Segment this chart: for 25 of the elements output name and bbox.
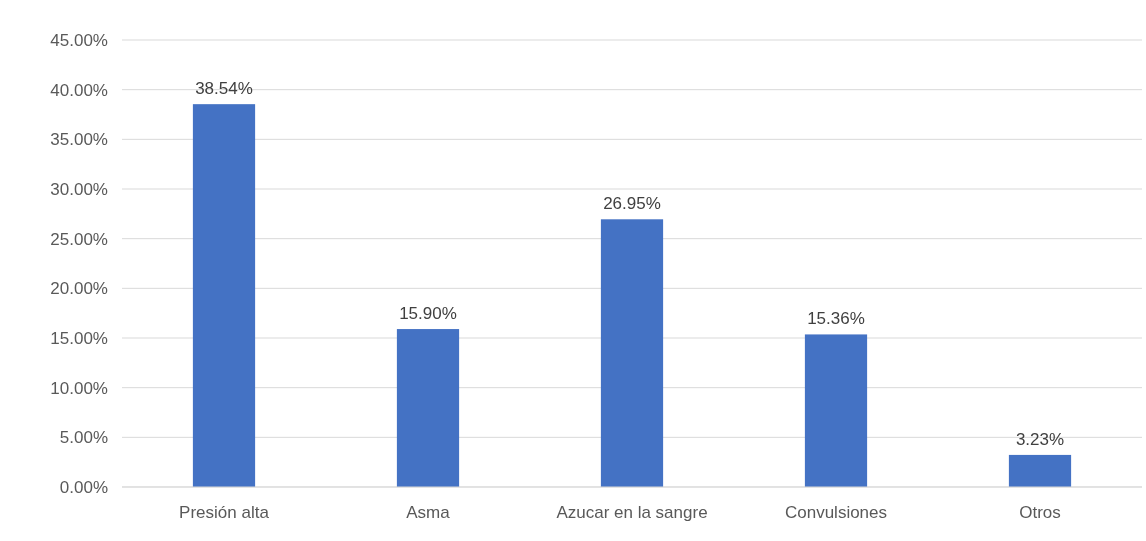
x-tick-label: Otros xyxy=(1019,503,1061,522)
y-tick-label: 35.00% xyxy=(50,130,108,150)
data-label: 15.36% xyxy=(807,309,865,329)
y-tick-label: 5.00% xyxy=(59,428,108,448)
data-label: 38.54% xyxy=(195,79,253,99)
y-tick-label: 15.00% xyxy=(50,328,108,348)
y-tick-label: 0.00% xyxy=(59,477,108,497)
data-label: 26.95% xyxy=(603,194,661,214)
y-tick-label: 10.00% xyxy=(50,378,108,398)
y-tick-label: 25.00% xyxy=(50,229,108,249)
data-label: 15.90% xyxy=(399,304,457,324)
y-tick-label: 40.00% xyxy=(50,80,108,100)
bar xyxy=(192,104,256,487)
x-tick-label: Convulsiones xyxy=(784,503,888,522)
x-tick-label: Azucar en la sangre xyxy=(556,503,708,522)
x-tick-label: Presión alta xyxy=(179,503,270,522)
bar xyxy=(804,334,868,487)
x-tick-label: Asma xyxy=(406,503,451,522)
bar xyxy=(396,329,460,487)
bar xyxy=(1008,454,1072,487)
y-tick-label: 30.00% xyxy=(50,179,108,199)
data-label: 3.23% xyxy=(1015,429,1065,449)
y-tick-label: 20.00% xyxy=(50,279,108,299)
bar xyxy=(600,219,664,487)
y-tick-label: 45.00% xyxy=(50,30,108,50)
